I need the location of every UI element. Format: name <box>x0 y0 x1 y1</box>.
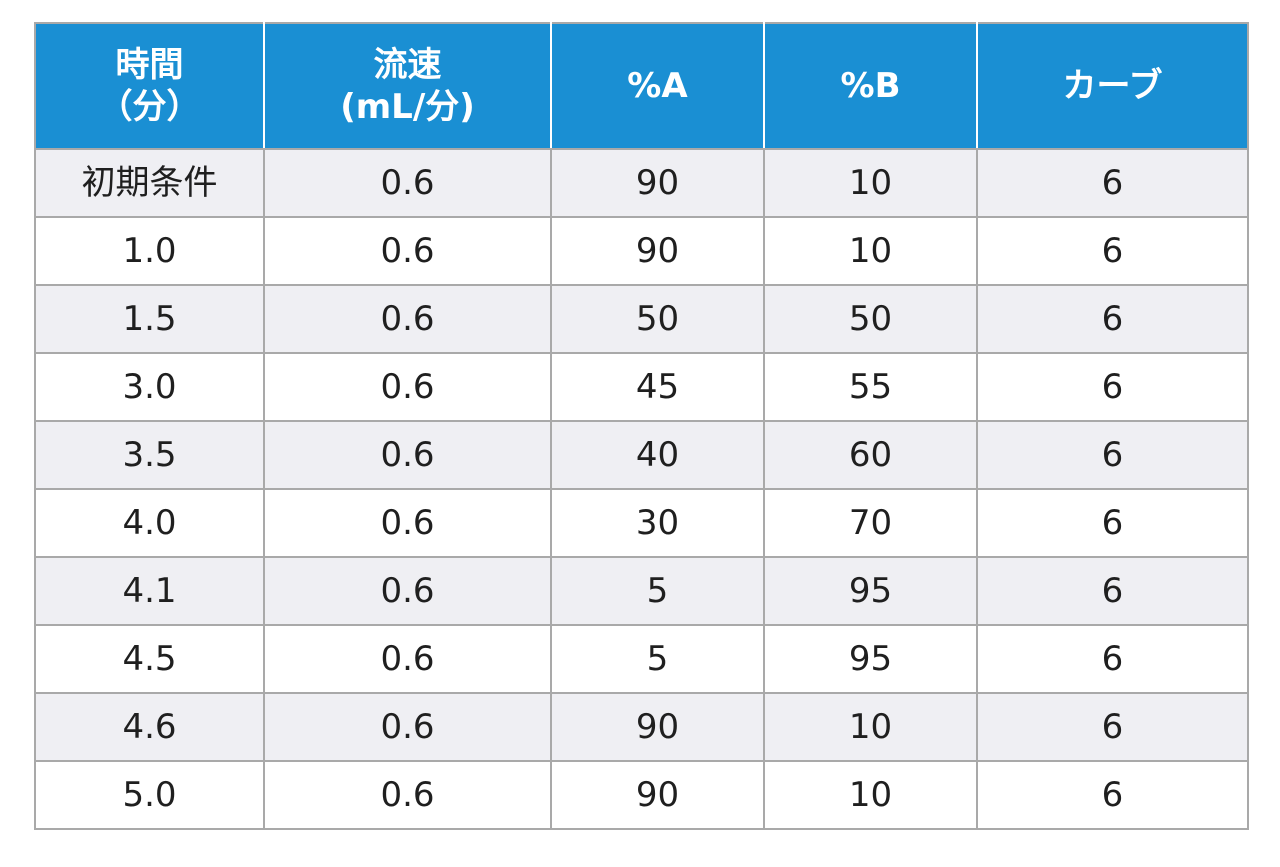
cell-flow-rate: 0.6 <box>263 556 552 626</box>
cell-time: 3.0 <box>34 352 265 422</box>
cell-time: 3.5 <box>34 420 265 490</box>
cell-percent-a: 5 <box>550 624 765 694</box>
cell-flow-rate: 0.6 <box>263 352 552 422</box>
cell-curve: 6 <box>976 148 1249 218</box>
cell-percent-b: 60 <box>763 420 978 490</box>
header-line: (mL/分) <box>340 87 475 127</box>
cell-percent-a: 30 <box>550 488 765 558</box>
cell-time: 初期条件 <box>34 148 265 218</box>
header-line: カーブ <box>1062 66 1163 106</box>
cell-curve: 6 <box>976 556 1249 626</box>
cell-curve: 6 <box>976 284 1249 354</box>
header-cell-flow-rate: 流速 (mL/分) <box>263 22 552 150</box>
cell-percent-b: 50 <box>763 284 978 354</box>
cell-time: 4.1 <box>34 556 265 626</box>
gradient-table: 時間 （分） 流速 (mL/分) %A %B カーブ 初期条件 0.6 90 10 6 1… <box>34 22 1249 830</box>
cell-percent-a: 90 <box>550 692 765 762</box>
cell-time: 4.5 <box>34 624 265 694</box>
table-row: 初期条件 0.6 90 10 6 <box>34 148 1249 218</box>
cell-percent-b: 95 <box>763 556 978 626</box>
cell-percent-b: 10 <box>763 692 978 762</box>
cell-time: 4.6 <box>34 692 265 762</box>
header-cell-curve: カーブ <box>976 22 1249 150</box>
cell-flow-rate: 0.6 <box>263 216 552 286</box>
table-row: 4.5 0.6 5 95 6 <box>34 624 1249 694</box>
cell-curve: 6 <box>976 624 1249 694</box>
cell-curve: 6 <box>976 488 1249 558</box>
table-row: 1.5 0.6 50 50 6 <box>34 284 1249 354</box>
cell-percent-a: 40 <box>550 420 765 490</box>
cell-percent-b: 55 <box>763 352 978 422</box>
header-line: %B <box>840 66 901 106</box>
cell-curve: 6 <box>976 760 1249 830</box>
table-row: 5.0 0.6 90 10 6 <box>34 760 1249 830</box>
cell-percent-a: 90 <box>550 760 765 830</box>
cell-percent-a: 90 <box>550 148 765 218</box>
table-row: 4.1 0.6 5 95 6 <box>34 556 1249 626</box>
header-line: 時間 <box>115 45 184 85</box>
cell-percent-a: 90 <box>550 216 765 286</box>
cell-percent-b: 10 <box>763 148 978 218</box>
cell-flow-rate: 0.6 <box>263 760 552 830</box>
cell-flow-rate: 0.6 <box>263 148 552 218</box>
table-row: 3.0 0.6 45 55 6 <box>34 352 1249 422</box>
header-line: %A <box>627 66 688 106</box>
cell-percent-a: 5 <box>550 556 765 626</box>
cell-curve: 6 <box>976 420 1249 490</box>
cell-curve: 6 <box>976 692 1249 762</box>
table-row: 4.6 0.6 90 10 6 <box>34 692 1249 762</box>
cell-percent-b: 70 <box>763 488 978 558</box>
table-body: 初期条件 0.6 90 10 6 1.0 0.6 90 10 6 1.5 0.6 50 50 6 3.0 0.6… <box>34 148 1249 830</box>
header-line: （分） <box>98 87 201 127</box>
table-row: 3.5 0.6 40 60 6 <box>34 420 1249 490</box>
table-row: 4.0 0.6 30 70 6 <box>34 488 1249 558</box>
cell-flow-rate: 0.6 <box>263 692 552 762</box>
cell-time: 5.0 <box>34 760 265 830</box>
cell-percent-b: 10 <box>763 216 978 286</box>
header-row: 時間 （分） 流速 (mL/分) %A %B カーブ <box>34 22 1249 150</box>
cell-curve: 6 <box>976 352 1249 422</box>
cell-flow-rate: 0.6 <box>263 488 552 558</box>
cell-percent-a: 45 <box>550 352 765 422</box>
cell-flow-rate: 0.6 <box>263 624 552 694</box>
header-cell-percent-b: %B <box>763 22 978 150</box>
header-cell-percent-a: %A <box>550 22 765 150</box>
cell-flow-rate: 0.6 <box>263 420 552 490</box>
cell-percent-a: 50 <box>550 284 765 354</box>
cell-percent-b: 95 <box>763 624 978 694</box>
cell-time: 4.0 <box>34 488 265 558</box>
header-line: 流速 <box>373 45 442 85</box>
header-cell-time: 時間 （分） <box>34 22 265 150</box>
table-header: 時間 （分） 流速 (mL/分) %A %B カーブ <box>34 22 1249 150</box>
cell-curve: 6 <box>976 216 1249 286</box>
cell-percent-b: 10 <box>763 760 978 830</box>
cell-time: 1.5 <box>34 284 265 354</box>
cell-flow-rate: 0.6 <box>263 284 552 354</box>
cell-time: 1.0 <box>34 216 265 286</box>
table-row: 1.0 0.6 90 10 6 <box>34 216 1249 286</box>
